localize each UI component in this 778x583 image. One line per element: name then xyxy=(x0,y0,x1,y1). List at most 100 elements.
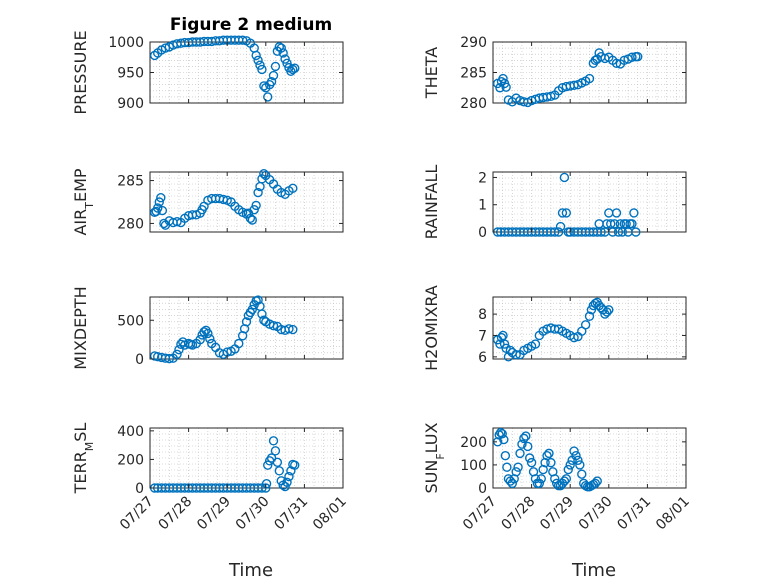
data-point xyxy=(631,227,641,237)
ylabel-air-temp: AIRTEMP xyxy=(71,168,96,235)
data-point xyxy=(282,58,292,69)
subplot-theta: 280 285 290 THETA xyxy=(422,35,687,112)
data-point xyxy=(290,460,300,470)
data-point xyxy=(247,304,257,315)
ytick-label: 285 xyxy=(460,66,487,82)
data-point xyxy=(519,433,529,444)
data-point xyxy=(172,349,182,360)
data-point xyxy=(602,307,612,317)
grid-terr-msl xyxy=(149,427,344,489)
xtick-label: 08/01 xyxy=(653,494,693,534)
data-point xyxy=(584,73,595,84)
data-point xyxy=(526,457,537,468)
ytick-label: 950 xyxy=(117,66,144,82)
markers-pressure xyxy=(149,35,300,102)
markers-rainfall xyxy=(492,172,641,237)
data-point xyxy=(629,208,639,218)
data-point xyxy=(278,48,288,58)
data-point xyxy=(524,453,535,463)
ytick-label: 0 xyxy=(478,225,487,241)
data-point xyxy=(584,311,595,321)
data-point xyxy=(500,450,511,461)
data-point xyxy=(555,221,566,232)
data-point xyxy=(627,219,637,229)
ylabel-rainfall: RAINFALL xyxy=(422,165,441,240)
data-point xyxy=(542,450,552,461)
xtick-label: 07/30 xyxy=(233,494,273,534)
ytick-label: 200 xyxy=(117,452,144,468)
data-point xyxy=(530,339,541,349)
data-point xyxy=(263,92,273,102)
data-point xyxy=(544,448,554,459)
data-point xyxy=(261,479,272,489)
data-point xyxy=(290,63,300,73)
data-point xyxy=(288,64,298,75)
yticks-h2omixra: 6 7 8 xyxy=(478,297,687,366)
ytick-label: 8 xyxy=(478,307,487,323)
subplot-mixdepth: 0 500 MIXDEPTH xyxy=(71,286,344,370)
data-point xyxy=(511,467,521,477)
ytick-label: 200 xyxy=(460,435,487,451)
data-point xyxy=(513,462,523,472)
data-point xyxy=(592,476,602,486)
data-point xyxy=(499,339,510,349)
data-point xyxy=(550,227,560,237)
grid-mixdepth xyxy=(149,296,344,360)
data-point xyxy=(282,477,292,487)
data-point xyxy=(611,208,622,218)
ytick-label: 7 xyxy=(478,328,487,344)
xtick-label: 07/31 xyxy=(271,494,311,534)
yticks-theta: 280 285 290 xyxy=(460,35,687,112)
ytick-label: 1000 xyxy=(108,35,144,51)
axes-frame-h2omixra xyxy=(492,296,687,360)
data-point xyxy=(590,478,600,489)
subplot-pressure: 900 950 1000 PRESSURE xyxy=(71,30,344,115)
xtick-label: 07/27 xyxy=(117,494,157,534)
data-point xyxy=(284,471,294,482)
xtick-label: 07/30 xyxy=(576,494,616,534)
ytick-label: 0 xyxy=(478,481,487,497)
markers-h2omixra xyxy=(492,297,614,362)
data-point xyxy=(255,60,265,70)
data-point xyxy=(502,462,512,472)
data-point xyxy=(268,436,279,446)
ytick-label: 0 xyxy=(135,481,144,497)
data-point xyxy=(241,317,252,327)
yticks-mixdepth: 0 500 xyxy=(117,297,344,368)
data-point xyxy=(160,43,171,53)
xtick-label: 07/27 xyxy=(460,494,500,534)
data-point xyxy=(280,481,290,492)
data-point xyxy=(257,309,267,319)
data-point xyxy=(569,446,579,456)
data-point xyxy=(251,200,261,211)
data-point xyxy=(523,441,533,452)
data-point xyxy=(627,52,637,62)
data-point xyxy=(266,76,277,87)
grid-air-temp xyxy=(149,171,344,233)
data-point xyxy=(205,334,215,344)
data-point xyxy=(515,448,525,459)
xtick-label: 07/29 xyxy=(194,494,234,534)
subplot-h2omixra: 6 7 8 H2OMIXRA xyxy=(422,285,687,371)
ytick-label: 900 xyxy=(117,96,144,112)
data-point xyxy=(611,58,622,69)
data-point xyxy=(268,320,279,331)
data-point xyxy=(270,61,281,72)
data-point xyxy=(604,208,614,218)
data-point xyxy=(501,82,511,92)
data-point xyxy=(546,91,556,101)
data-point xyxy=(157,205,168,216)
data-point xyxy=(609,219,620,229)
data-point xyxy=(288,183,298,193)
data-point xyxy=(159,218,169,229)
data-point xyxy=(580,320,591,330)
ylabel-theta: THETA xyxy=(422,47,441,99)
ytick-label: 285 xyxy=(117,174,144,190)
grid-theta xyxy=(492,41,687,104)
figure-title: Figure 2 medium xyxy=(170,15,332,35)
ytick-label: 1 xyxy=(478,198,487,214)
